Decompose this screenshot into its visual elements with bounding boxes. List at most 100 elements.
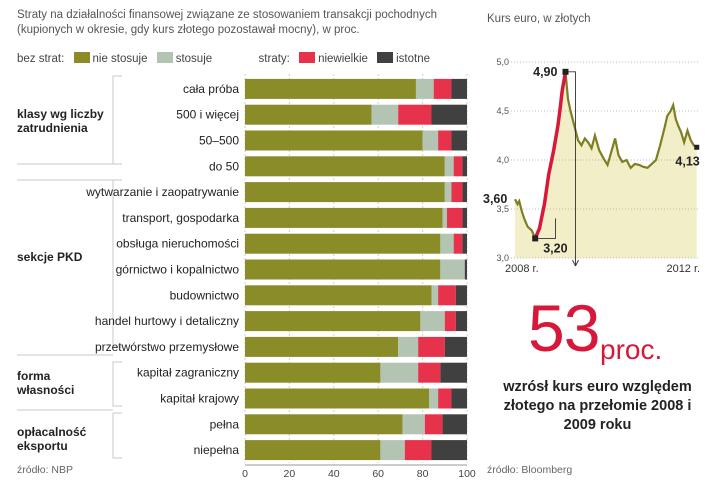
source-nbp: źródło: NBP xyxy=(17,464,74,476)
bar-segment-not-used xyxy=(245,156,445,177)
bar-segment-small-loss xyxy=(418,362,441,383)
bar-segment-significant-loss xyxy=(451,388,467,409)
eur-line-post xyxy=(564,71,698,170)
bar-segment-used xyxy=(444,156,454,177)
bar-segment-small-loss xyxy=(453,156,463,177)
bar-segment-small-loss xyxy=(438,285,456,306)
bar-segment-significant-loss xyxy=(462,207,467,228)
eur-max-marker xyxy=(562,68,569,75)
bar-segment-not-used xyxy=(245,285,432,306)
eur-line-rise xyxy=(533,71,568,240)
legend-small: niewielkie xyxy=(318,53,368,65)
bar-segment-small-loss xyxy=(418,336,445,357)
bar-x-tick-label: 60 xyxy=(372,468,384,480)
bar-x-tick-label: 80 xyxy=(417,468,429,480)
group-label-export: opłacalność eksportu xyxy=(17,425,87,453)
eur-y-tick-label: 4,5 xyxy=(496,106,509,116)
group-bracket-ownership xyxy=(112,361,122,407)
eur-y-tick-label: 4,0 xyxy=(496,155,509,165)
bar-segment-not-used xyxy=(245,207,443,228)
bar-segment-significant-loss xyxy=(451,78,467,99)
bar-category-label: cała próba xyxy=(183,82,239,96)
legend-swatch-not-used xyxy=(73,52,90,63)
bar-segment-significant-loss xyxy=(442,414,467,435)
group-label-ownership: forma własności xyxy=(17,369,75,397)
eur-bracket-max xyxy=(568,71,576,266)
bar-segment-significant-loss xyxy=(462,156,467,177)
bar-category-label: przetwórstwo przemysłowe xyxy=(95,340,239,354)
bar-category-label: handel hurtowy i detaliczny xyxy=(95,314,239,328)
bar-x-tick-label: 20 xyxy=(284,468,296,480)
bar-segment-not-used xyxy=(245,440,381,461)
eur-chart-title-text: Kurs euro, w złotych xyxy=(487,13,591,25)
bar-segment-used xyxy=(422,130,439,151)
eur-value-label: 3,20 xyxy=(543,241,567,255)
bar-category-label: 500 i więcej xyxy=(176,108,239,122)
bar-segment-not-used xyxy=(245,104,372,125)
bar-segment-small-loss xyxy=(453,233,463,254)
bar-segment-small-loss xyxy=(404,440,432,461)
bar-category-label: górnictwo i kopalnictwo xyxy=(116,263,240,277)
bar-segment-significant-loss xyxy=(462,233,467,254)
eur-y-tick-label: 3,5 xyxy=(496,204,509,214)
bar-segment-small-loss xyxy=(444,311,456,332)
group-bracket-export xyxy=(112,412,122,459)
bar-segment-significant-loss xyxy=(431,440,467,461)
bar-segment-used xyxy=(380,440,405,461)
legend-swatch-small xyxy=(299,52,316,63)
legend-used: stosuje xyxy=(175,53,213,65)
bar-segment-used xyxy=(440,233,454,254)
bar-x-tick-label: 40 xyxy=(328,468,340,480)
bar-category-label: niepełna xyxy=(194,443,240,457)
bar-segment-used xyxy=(420,311,445,332)
eur-area-fill xyxy=(515,71,697,258)
legend: bez strat: nie stosuje stosuje straty: n… xyxy=(17,52,430,65)
legend-swatch-used xyxy=(156,52,173,63)
bar-segment-significant-loss xyxy=(440,362,467,383)
bar-segment-small-loss xyxy=(433,78,452,99)
eur-bracket-min xyxy=(538,218,556,239)
bar-segment-small-loss xyxy=(424,414,443,435)
bar-category-label: budownictwo xyxy=(170,288,240,302)
group-bracket-employment xyxy=(112,75,122,165)
eur-min-marker xyxy=(532,235,539,242)
bar-segment-not-used xyxy=(245,182,445,203)
stat-unit: proc. xyxy=(600,334,663,365)
bar-segment-not-used xyxy=(245,311,421,332)
bar-category-label: obsługa nieruchomości xyxy=(116,237,239,251)
eur-chart-title: Kurs euro, w złotych xyxy=(487,12,591,27)
bar-segment-significant-loss xyxy=(431,104,467,125)
eur-value-label: 3,60 xyxy=(483,192,507,206)
bar-segment-significant-loss xyxy=(444,336,467,357)
bar-x-tick-label: 0 xyxy=(242,468,248,480)
eur-y-tick-label: 3,0 xyxy=(496,253,509,263)
bar-segment-small-loss xyxy=(447,207,463,228)
bar-segment-used xyxy=(431,285,439,306)
bar-category-label: kapitał zagraniczny xyxy=(137,366,239,380)
bar-segment-used xyxy=(380,362,419,383)
bar-category-label: transport, gospodarka xyxy=(122,211,239,225)
stacked-bar-chart: cała próba 500 i więcej 50–500 do 50 wytwarz… xyxy=(17,74,476,480)
eur-line-chart: 3,0 3,5 4,0 4,5 5,0 2008 r. 2012 r. 3,60 3,20 4,9… xyxy=(483,57,700,275)
bar-category-label: wytwarzanie i zaopatrywanie xyxy=(85,185,239,199)
legend-not-used: nie stosuje xyxy=(92,53,148,65)
bar-segment-significant-loss xyxy=(464,259,467,280)
bar-segment-significant-loss xyxy=(455,285,467,306)
eur-value-label: 4,13 xyxy=(675,154,699,168)
bar-segment-not-used xyxy=(245,78,416,99)
legend-swatch-significant xyxy=(377,52,394,63)
eur-last-marker xyxy=(694,144,700,150)
bar-segment-used xyxy=(444,182,452,203)
group-bracket-pkd xyxy=(112,179,122,348)
bar-segment-used xyxy=(429,388,439,409)
bar-segment-not-used xyxy=(245,259,441,280)
bar-category-label: 50–500 xyxy=(199,134,239,148)
stat-description: wzrósł kurs euro względem złotego na prz… xyxy=(503,379,692,433)
bar-segment-used xyxy=(440,259,465,280)
group-label-employment: klasy wg liczby zatrudnienia xyxy=(17,107,104,135)
bar-segment-not-used xyxy=(245,414,403,435)
legend-no-loss-label: bez strat: xyxy=(17,53,65,65)
source-bloomberg: źródło: Bloomberg xyxy=(487,464,573,476)
bar-segment-not-used xyxy=(245,336,399,357)
legend-loss-label: straty: xyxy=(258,53,290,65)
